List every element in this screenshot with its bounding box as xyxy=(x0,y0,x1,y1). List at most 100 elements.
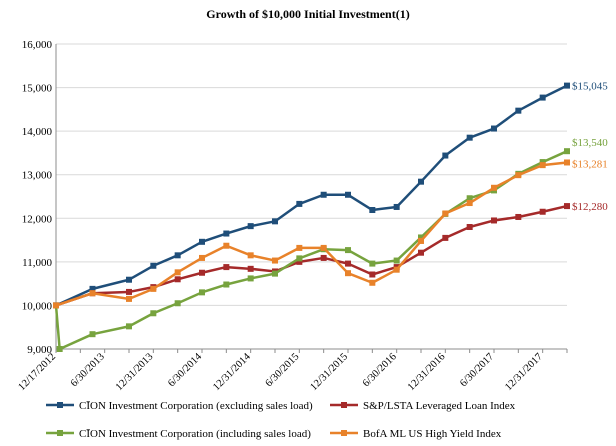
data-point xyxy=(272,257,278,264)
x-tick-label: 12/31/2013 xyxy=(114,351,156,393)
x-tick-label: 12/31/2017 xyxy=(503,351,545,393)
data-point xyxy=(320,254,327,261)
data-point xyxy=(150,310,157,317)
y-tick-label: 16,000 xyxy=(22,39,53,51)
data-point xyxy=(223,264,230,271)
data-point xyxy=(564,159,570,166)
x-tick-label: 12/31/2016 xyxy=(406,351,448,393)
series-line xyxy=(54,150,568,351)
legend-swatch-marker xyxy=(57,402,63,408)
data-point xyxy=(345,247,351,254)
data-point xyxy=(491,217,497,224)
data-point xyxy=(539,94,546,101)
end-value-label: $12,280 xyxy=(572,201,608,213)
data-point xyxy=(418,237,424,244)
chart-title: Growth of $10,000 Initial Investment(1) xyxy=(206,7,409,21)
data-point xyxy=(296,255,303,262)
data-point xyxy=(150,285,157,292)
series-line xyxy=(55,84,568,307)
data-point xyxy=(56,346,63,352)
data-point xyxy=(89,290,96,297)
y-tick-label: 10,000 xyxy=(22,300,53,312)
x-tick-label: 6/30/2016 xyxy=(361,351,399,389)
data-point xyxy=(418,234,424,241)
data-point xyxy=(466,200,473,207)
data-point xyxy=(174,252,181,259)
end-value-label: $13,540 xyxy=(572,137,608,149)
data-point xyxy=(223,281,230,288)
legend-entry: CĪON Investment Corporation (including s… xyxy=(79,428,311,440)
data-point xyxy=(150,262,157,269)
legend-swatch-marker xyxy=(341,402,347,408)
data-point xyxy=(247,275,254,282)
data-point xyxy=(223,230,230,237)
data-point xyxy=(491,125,497,132)
data-point xyxy=(466,134,473,141)
data-point xyxy=(296,244,303,251)
data-point xyxy=(345,260,351,267)
data-point xyxy=(296,258,303,265)
x-tick-label: 6/30/2015 xyxy=(264,351,302,389)
end-value-label: $13,281 xyxy=(572,158,608,170)
data-point xyxy=(174,276,181,283)
data-point xyxy=(369,260,376,267)
x-tick-label: 12/31/2015 xyxy=(309,351,351,393)
x-tick-label: 12/17/2012 xyxy=(17,351,59,393)
data-point xyxy=(442,152,449,159)
data-point xyxy=(442,210,449,217)
legend-entry: BofA ML US High Yield Index xyxy=(363,428,502,440)
data-point xyxy=(418,178,424,185)
data-point xyxy=(320,244,327,251)
data-point xyxy=(466,224,473,230)
data-point xyxy=(515,107,522,114)
data-point xyxy=(539,162,546,169)
data-point xyxy=(296,200,303,207)
data-point xyxy=(491,184,497,191)
y-tick-label: 12,000 xyxy=(22,213,53,225)
end-value-label: $15,045 xyxy=(572,81,608,93)
data-point xyxy=(199,254,205,261)
data-point xyxy=(223,242,230,249)
data-point xyxy=(515,172,522,179)
data-point xyxy=(442,234,449,241)
x-tick-label: 6/30/2014 xyxy=(166,351,204,389)
data-point xyxy=(247,223,254,230)
legend-entry: CĪON Investment Corporation (excluding s… xyxy=(79,400,313,412)
data-point xyxy=(515,213,522,220)
y-tick-label: 9,000 xyxy=(27,344,52,356)
data-point xyxy=(345,270,351,277)
data-point xyxy=(369,279,376,286)
data-point xyxy=(345,191,351,198)
data-point xyxy=(126,276,132,283)
x-tick-label: 12/31/2014 xyxy=(211,351,253,393)
data-point xyxy=(247,265,254,272)
series-line xyxy=(55,204,568,307)
data-point xyxy=(126,323,132,330)
data-point xyxy=(466,195,473,202)
legend-swatch-marker xyxy=(57,430,63,436)
data-point xyxy=(564,148,570,155)
data-point xyxy=(393,203,400,210)
data-point xyxy=(369,207,376,214)
data-point xyxy=(539,159,546,166)
legend-swatch-marker xyxy=(341,430,347,436)
y-tick-label: 13,000 xyxy=(22,170,53,182)
x-tick-label: 6/30/2017 xyxy=(458,351,496,389)
data-point xyxy=(247,252,254,259)
y-tick-label: 14,000 xyxy=(22,126,53,138)
data-point xyxy=(418,249,424,256)
data-point xyxy=(174,300,181,307)
data-point xyxy=(564,82,570,89)
data-point xyxy=(89,331,96,338)
y-tick-label: 15,000 xyxy=(22,83,53,95)
data-point xyxy=(393,257,400,264)
data-point xyxy=(393,266,400,273)
data-point xyxy=(126,288,132,295)
data-point xyxy=(199,289,205,296)
data-point xyxy=(564,203,570,210)
series-line xyxy=(55,161,568,307)
data-point xyxy=(174,269,181,276)
legend-entry: S&P/LSTA Leveraged Loan Index xyxy=(363,400,516,412)
